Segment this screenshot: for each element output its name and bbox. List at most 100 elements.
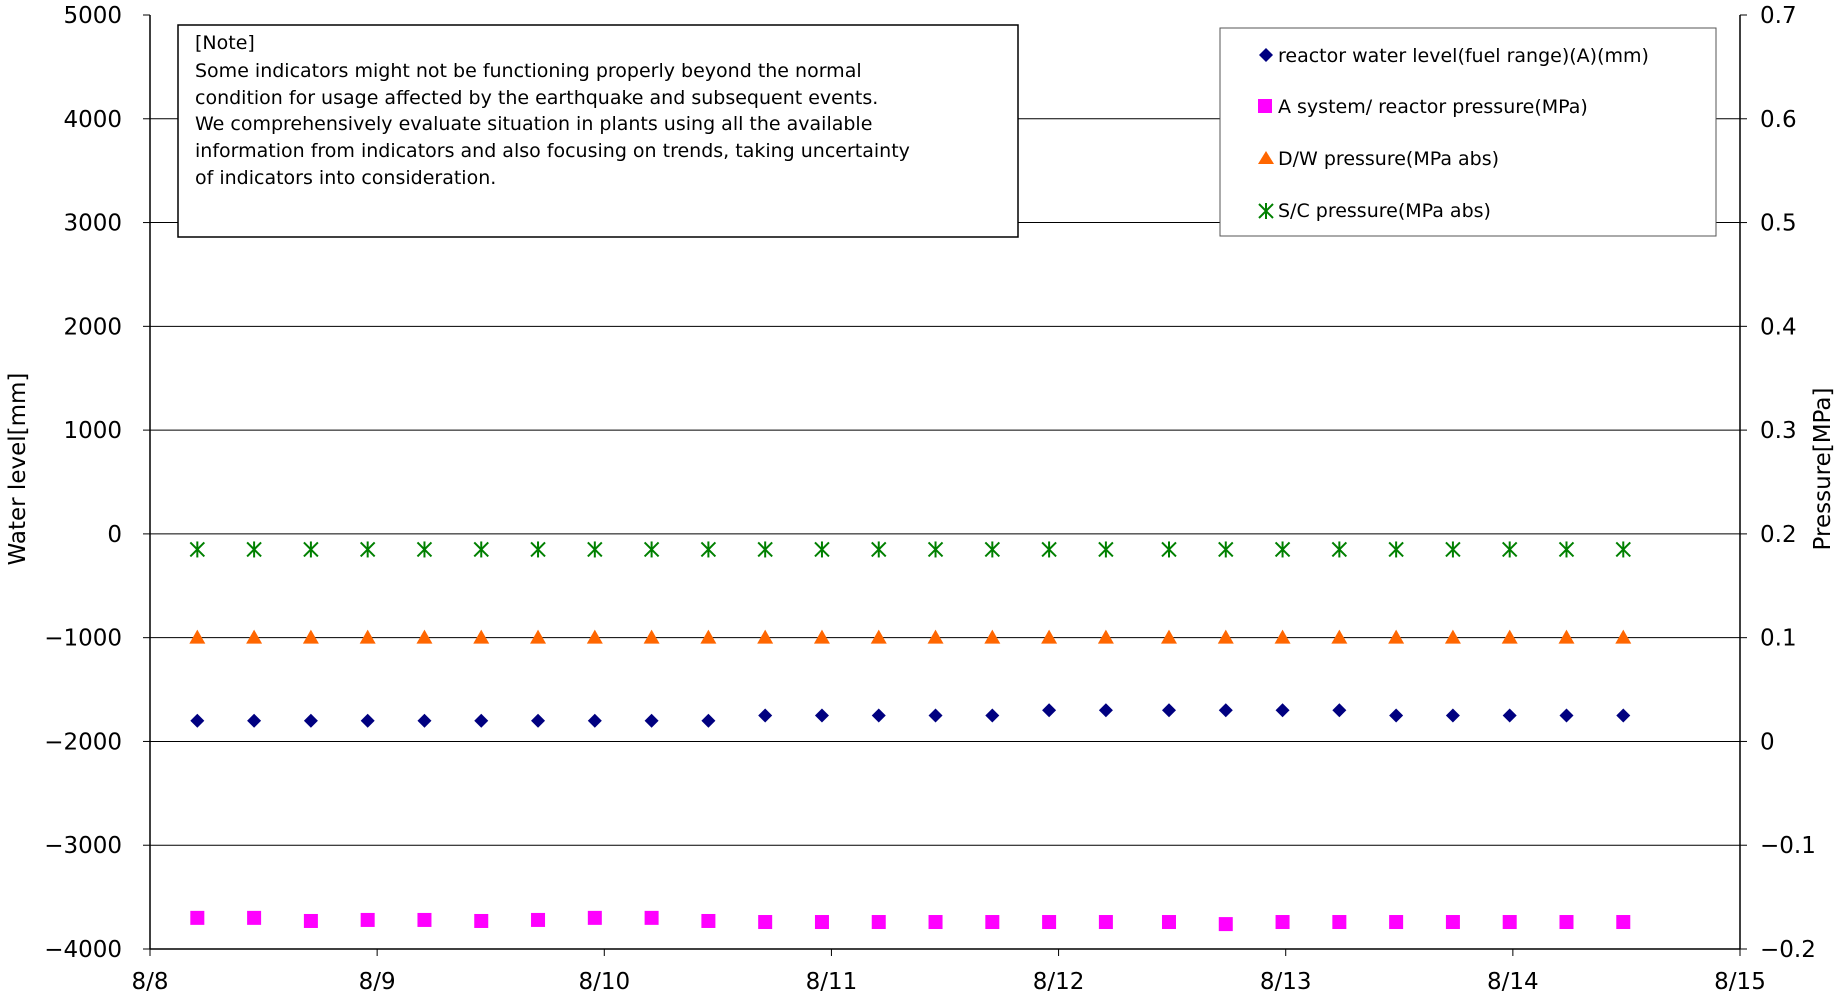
data-point: [870, 629, 887, 644]
data-point: [644, 713, 659, 728]
data-point: [530, 541, 546, 558]
data-point: [1042, 915, 1057, 930]
data-point: [700, 541, 717, 558]
right-axis-ticks: 0.7 0.6 0.5 0.4 0.3 0.2 0.1 0 −0.1 −0.2: [1740, 3, 1816, 963]
left-tick-label: 5000: [63, 3, 122, 29]
note-title: [Note]: [195, 32, 255, 54]
data-point: [1097, 629, 1114, 644]
y-axis-right-title: Pressure[MPa]: [1810, 388, 1836, 551]
data-point: [587, 541, 603, 558]
data-point: [303, 913, 318, 928]
data-point: [474, 913, 489, 928]
data-point: [1616, 708, 1631, 723]
data-point: [814, 541, 830, 558]
data-point: [1041, 541, 1057, 558]
data-point: [643, 629, 660, 644]
left-tick-label: −2000: [44, 729, 122, 755]
data-point: [1445, 708, 1460, 723]
legend-label-water-level: reactor water level(fuel range)(A)(mm): [1278, 45, 1649, 67]
data-point: [189, 541, 206, 558]
data-point: [1502, 708, 1517, 723]
data-point: [247, 713, 262, 728]
data-point: [417, 912, 432, 927]
data-point: [1502, 915, 1517, 930]
right-tick-label: −0.2: [1760, 937, 1816, 963]
data-point: [246, 629, 263, 644]
data-point: [1331, 629, 1348, 644]
data-point: [758, 915, 773, 930]
data-point: [360, 713, 375, 728]
data-point: [1098, 541, 1114, 558]
data-point: [1616, 915, 1631, 930]
data-point: [587, 713, 602, 728]
data-point: [531, 912, 546, 927]
data-point: [1275, 703, 1290, 718]
data-point: [359, 541, 376, 558]
data-point: [871, 541, 887, 558]
right-tick-label: 0.4: [1760, 314, 1797, 340]
data-point: [871, 915, 886, 930]
right-tick-label: −0.1: [1760, 833, 1816, 859]
note-line-2: condition for usage affected by the eart…: [195, 87, 878, 109]
data-point: [1558, 541, 1575, 558]
data-point: [1274, 629, 1291, 644]
data-point: [1389, 708, 1404, 723]
left-tick-label: 1000: [63, 418, 122, 444]
data-point: [928, 708, 943, 723]
right-tick-label: 0.1: [1760, 626, 1797, 652]
right-tick-label: 0.5: [1760, 211, 1797, 237]
data-point: [1160, 629, 1177, 644]
data-point: [1445, 915, 1460, 930]
data-point: [1331, 541, 1348, 558]
data-point: [190, 910, 205, 925]
data-point: [814, 915, 829, 930]
data-point: [1501, 541, 1518, 558]
x-tick-label: 8/14: [1487, 969, 1539, 995]
data-point: [1274, 541, 1291, 558]
right-tick-label: 0.2: [1760, 522, 1797, 548]
data-point: [1559, 708, 1574, 723]
data-point: [190, 713, 205, 728]
data-point: [1332, 703, 1347, 718]
data-point: [473, 541, 489, 558]
x-tick-label: 8/12: [1033, 969, 1085, 995]
note-line-3: We comprehensively evaluate situation in…: [195, 113, 872, 135]
series-triangle: [189, 629, 1632, 644]
data-point: [1615, 541, 1631, 558]
data-point: [1041, 629, 1058, 644]
legend-label-dw-pressure: D/W pressure(MPa abs): [1278, 148, 1499, 170]
note-line-4: information from indicators and also foc…: [195, 140, 910, 162]
data-point: [359, 629, 376, 644]
data-point: [701, 913, 716, 928]
data-point: [927, 629, 944, 644]
legend-marker-triangle: [1258, 151, 1274, 164]
data-point: [813, 629, 830, 644]
data-point: [1098, 915, 1113, 930]
legend-label-reactor-pressure: A system/ reactor pressure(MPa): [1278, 96, 1588, 118]
right-tick-label: 0.7: [1760, 3, 1797, 29]
data-point: [1444, 629, 1461, 644]
axes: [149, 15, 1741, 950]
x-tick-label: 8/15: [1714, 969, 1766, 995]
note-line-1: Some indicators might not be functioning…: [195, 60, 862, 82]
legend-label-sc-pressure: S/C pressure(MPa abs): [1278, 200, 1491, 222]
data-point: [302, 629, 319, 644]
data-point: [1217, 629, 1234, 644]
data-point: [1098, 703, 1113, 718]
data-point: [1218, 917, 1233, 932]
data-point: [1389, 915, 1404, 930]
series-asterisk: [189, 541, 1631, 558]
note-box: [Note] Some indicators might not be func…: [177, 24, 1019, 238]
data-point: [1332, 915, 1347, 930]
data-point: [1388, 541, 1404, 558]
data-point: [1218, 703, 1233, 718]
data-point: [814, 708, 829, 723]
data-point: [247, 910, 262, 925]
data-point: [757, 629, 774, 644]
data-point: [1445, 541, 1461, 558]
left-tick-label: −1000: [44, 626, 122, 652]
x-axis-ticks: 8/8 8/9 8/10 8/11 8/12 8/13 8/14 8/15: [131, 949, 1766, 995]
data-point: [303, 713, 318, 728]
data-point: [871, 708, 886, 723]
